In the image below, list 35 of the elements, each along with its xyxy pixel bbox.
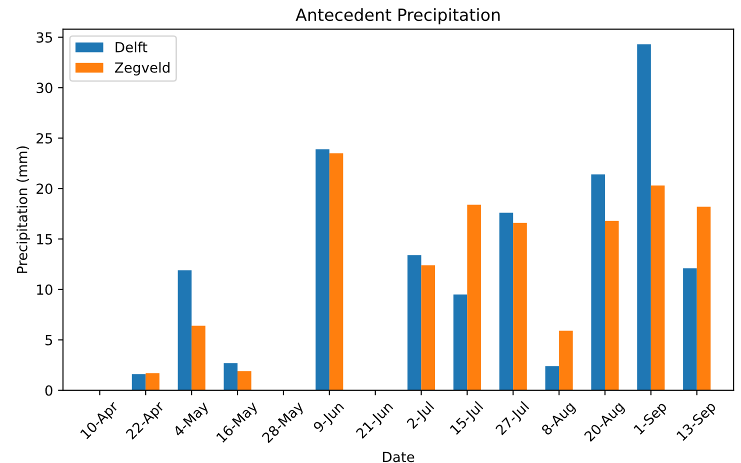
bar xyxy=(224,363,238,390)
bar xyxy=(421,265,436,390)
legend-label: Zegveld xyxy=(115,62,170,76)
bar xyxy=(513,222,527,390)
chart-title: Antecedent Precipitation xyxy=(296,8,500,24)
y-axis-title: Precipitation (mm) xyxy=(16,146,30,273)
y-tick-label: 25 xyxy=(36,133,52,144)
bar xyxy=(453,294,468,390)
y-tick-label: 5 xyxy=(46,335,52,346)
y-tick-label: 35 xyxy=(36,32,52,43)
bar xyxy=(407,255,422,390)
legend-label: Delft xyxy=(116,42,148,52)
bar xyxy=(146,373,160,390)
bar xyxy=(545,366,560,390)
bar xyxy=(604,220,619,390)
bar xyxy=(192,326,206,390)
bar xyxy=(683,268,697,390)
x-axis-title: Date xyxy=(383,452,414,462)
bar xyxy=(467,204,481,390)
y-tick-label: 30 xyxy=(36,82,52,94)
bar xyxy=(499,212,514,390)
bar xyxy=(238,371,252,390)
y-tick-label: 0 xyxy=(45,385,52,396)
bar xyxy=(316,149,330,390)
y-tick-label: 10 xyxy=(37,284,52,295)
bar xyxy=(178,270,192,390)
y-tick-label: 15 xyxy=(37,234,52,244)
bar xyxy=(559,330,573,390)
bar xyxy=(696,206,711,390)
bar xyxy=(329,153,344,390)
bar xyxy=(650,186,665,390)
y-tick-label: 20 xyxy=(36,184,52,194)
bar xyxy=(132,374,146,390)
bar xyxy=(591,174,605,390)
bar xyxy=(637,44,651,390)
